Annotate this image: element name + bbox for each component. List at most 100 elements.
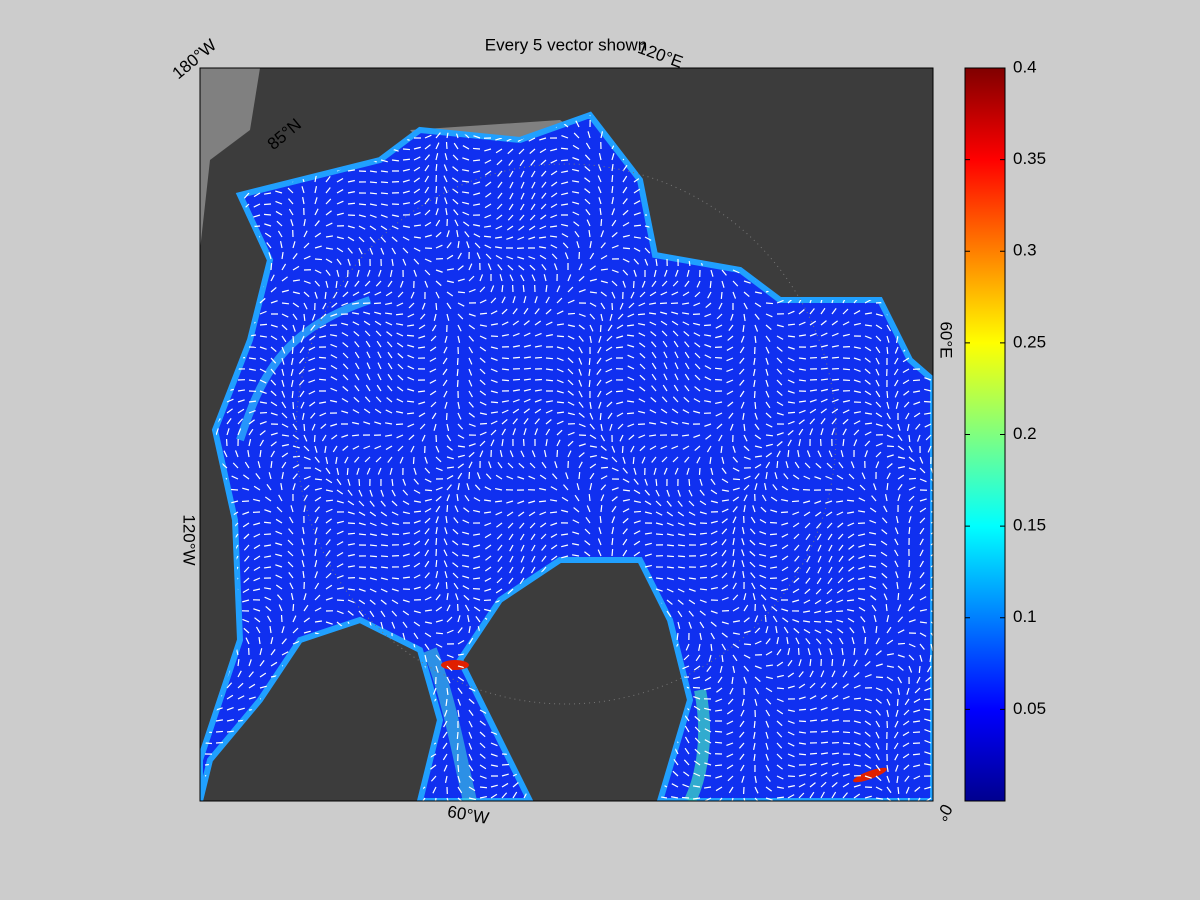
vector bbox=[303, 242, 310, 249]
vector bbox=[825, 599, 833, 604]
vector bbox=[842, 782, 850, 788]
vector bbox=[292, 265, 300, 271]
vector bbox=[279, 241, 283, 249]
vector bbox=[721, 528, 728, 535]
vector bbox=[485, 181, 492, 187]
vector bbox=[490, 368, 498, 373]
vector bbox=[710, 574, 718, 579]
vector bbox=[292, 324, 296, 332]
vector bbox=[380, 247, 385, 255]
vector bbox=[531, 274, 536, 282]
vector bbox=[424, 584, 431, 590]
vector bbox=[897, 423, 901, 431]
vector bbox=[263, 521, 272, 524]
vector bbox=[358, 533, 367, 536]
vector bbox=[369, 544, 378, 547]
vector bbox=[541, 566, 547, 573]
vector bbox=[347, 565, 355, 568]
vector bbox=[380, 533, 388, 536]
vector bbox=[253, 203, 261, 208]
vector bbox=[303, 291, 310, 298]
vector bbox=[598, 401, 602, 409]
vector bbox=[858, 510, 866, 513]
vector bbox=[597, 346, 602, 354]
vector bbox=[587, 131, 591, 139]
vector bbox=[600, 494, 605, 502]
vector bbox=[452, 528, 459, 535]
vector bbox=[693, 676, 701, 680]
vector bbox=[242, 618, 250, 623]
vector bbox=[444, 527, 448, 535]
vector bbox=[650, 331, 657, 337]
vector bbox=[468, 698, 475, 705]
vector bbox=[263, 213, 272, 216]
vector bbox=[435, 537, 438, 546]
vector bbox=[600, 475, 608, 480]
vector bbox=[290, 219, 294, 227]
vector bbox=[930, 551, 933, 557]
vector bbox=[497, 566, 503, 573]
vector bbox=[543, 450, 547, 458]
vector bbox=[752, 593, 756, 601]
vector bbox=[785, 461, 789, 469]
vector bbox=[377, 467, 382, 475]
vector bbox=[325, 258, 333, 264]
vector bbox=[644, 532, 653, 535]
vector bbox=[523, 356, 532, 359]
vector bbox=[776, 401, 784, 407]
vector bbox=[753, 720, 756, 729]
vector bbox=[666, 522, 674, 527]
vector bbox=[445, 581, 448, 590]
vector bbox=[302, 324, 305, 332]
hotspot bbox=[853, 767, 887, 783]
vector bbox=[787, 439, 792, 447]
vector bbox=[611, 445, 616, 453]
vector bbox=[600, 255, 608, 260]
vector bbox=[638, 410, 646, 414]
vector bbox=[429, 390, 437, 396]
vector bbox=[851, 637, 855, 645]
vector bbox=[798, 659, 802, 667]
vector bbox=[639, 363, 646, 370]
vector bbox=[772, 615, 778, 623]
vector bbox=[435, 132, 441, 139]
vector bbox=[452, 198, 459, 205]
vector bbox=[817, 450, 822, 458]
vector bbox=[628, 434, 635, 441]
vector bbox=[468, 786, 476, 792]
vector bbox=[836, 619, 844, 623]
vector bbox=[853, 731, 861, 735]
vector bbox=[825, 511, 833, 517]
vector bbox=[424, 258, 432, 263]
vector bbox=[335, 456, 338, 464]
vector bbox=[354, 362, 360, 370]
vector bbox=[402, 511, 410, 515]
vector bbox=[325, 235, 334, 238]
vector bbox=[828, 544, 833, 552]
vector bbox=[413, 269, 418, 277]
vector bbox=[479, 357, 486, 364]
vector bbox=[479, 286, 486, 293]
vector bbox=[490, 429, 497, 436]
vector bbox=[413, 146, 421, 150]
vector bbox=[501, 308, 508, 315]
vector bbox=[907, 797, 910, 801]
vector bbox=[589, 401, 592, 410]
vector bbox=[673, 340, 679, 348]
vector bbox=[660, 796, 668, 799]
vector bbox=[742, 324, 745, 333]
vector bbox=[461, 543, 470, 546]
vector bbox=[743, 484, 750, 491]
vector bbox=[611, 505, 617, 513]
vector bbox=[354, 341, 360, 348]
vector bbox=[677, 621, 681, 629]
vector bbox=[721, 456, 725, 464]
vector bbox=[484, 608, 492, 612]
vector bbox=[897, 445, 905, 451]
vector bbox=[528, 137, 536, 142]
vector bbox=[376, 340, 382, 348]
vector bbox=[442, 357, 448, 365]
vector bbox=[402, 247, 409, 254]
vector bbox=[308, 368, 316, 372]
